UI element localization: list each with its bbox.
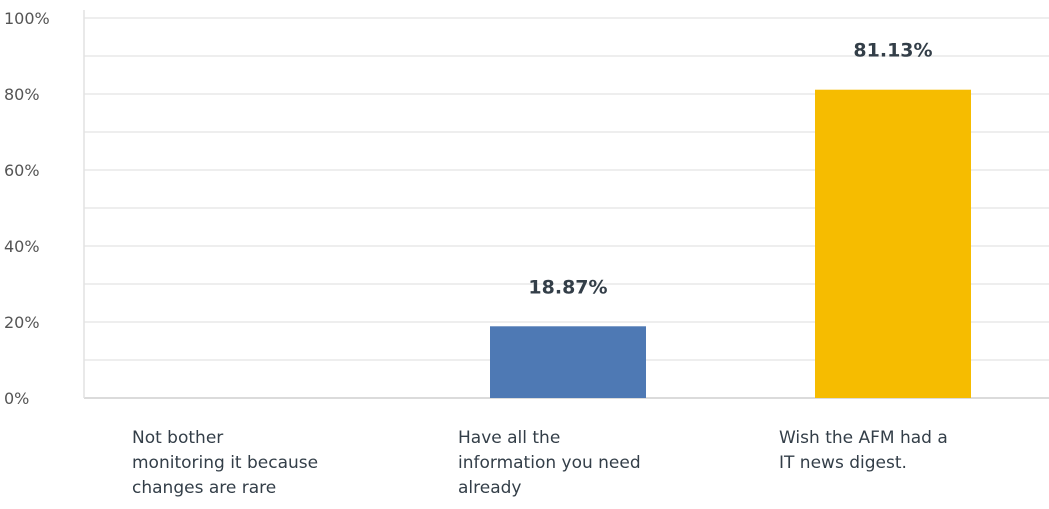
x-axis-label-line: Wish the AFM had a [779,428,948,448]
y-tick-label: 60% [4,161,40,180]
x-axis-label-line: already [458,478,522,498]
x-axis-label-3: Wish the AFM had a IT news digest. [779,426,1019,476]
x-axis-label-line: monitoring it because [132,453,319,473]
x-axis-label-line: information you need [458,453,641,473]
x-axis-label-line: IT news digest. [779,453,907,473]
x-axis-label-line: Have all the [458,428,561,448]
y-tick-label: 100% [4,9,50,28]
x-axis-label-line: Not bother [132,428,224,448]
y-tick-label: 20% [4,313,40,332]
y-tick-label: 80% [4,85,40,104]
y-tick-label: 0% [4,389,29,408]
bar-3 [815,89,971,399]
y-tick-label: 40% [4,237,40,256]
x-axis-label-2: Have all the information you need already [458,426,698,501]
data-label-3: 81.13% [853,40,932,62]
x-axis-label-line: changes are rare [132,478,277,498]
x-axis-label-1: Not bother monitoring it because changes a… [132,426,372,501]
bar-2 [490,326,646,398]
data-label-2: 18.87% [528,276,607,298]
